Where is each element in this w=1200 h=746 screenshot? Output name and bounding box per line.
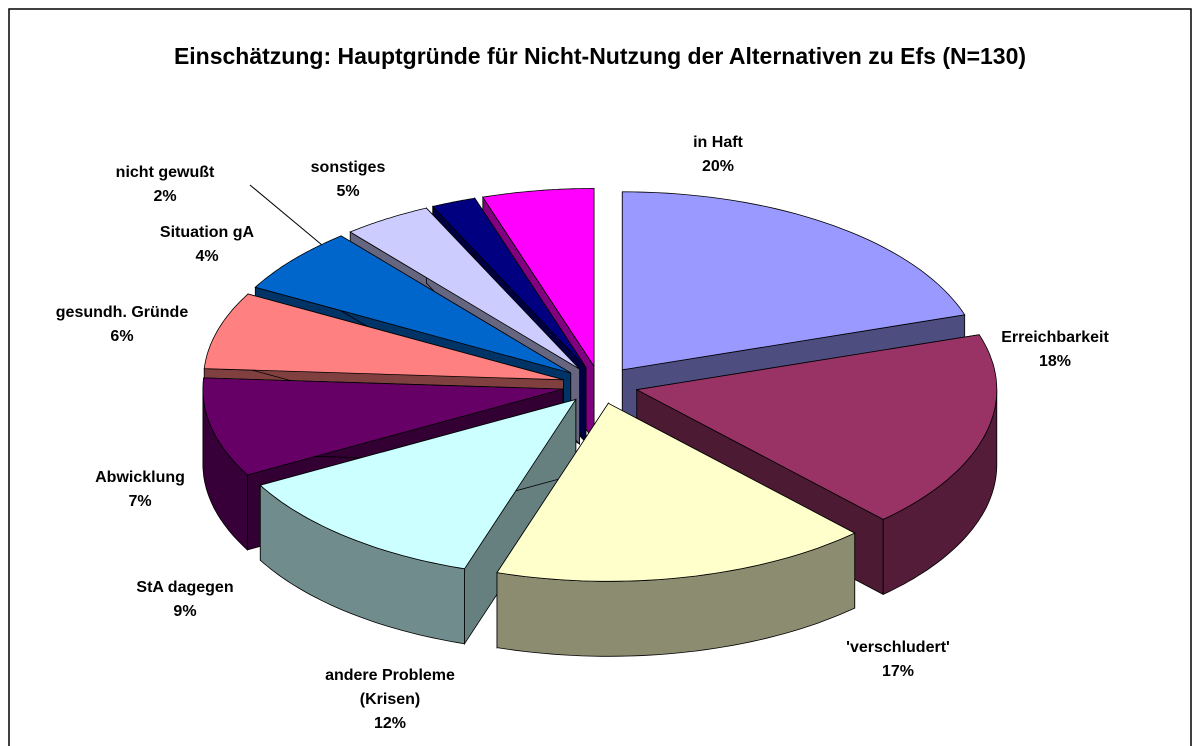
category-label: Situation gA xyxy=(159,224,255,241)
slice xyxy=(259,398,577,570)
value-label: 4% xyxy=(195,248,219,265)
value-label: 18% xyxy=(1038,353,1072,370)
category-label: andere Probleme (Krisen) xyxy=(325,667,455,708)
value-label: 6% xyxy=(110,328,134,345)
data-label: sonstiges 5% xyxy=(311,156,386,204)
chart-title: Einschätzung: Hauptgründe für Nicht-Nutz… xyxy=(173,43,1027,69)
value-label: 2% xyxy=(153,188,177,205)
slice xyxy=(635,334,998,520)
data-label: StA dagegen 9% xyxy=(136,576,233,624)
data-label: andere Probleme (Krisen) 12% xyxy=(303,664,478,736)
value-label: 20% xyxy=(701,158,735,175)
value-label: 17% xyxy=(881,663,915,680)
data-label: gesundh. Gründe 6% xyxy=(56,301,188,349)
slice xyxy=(482,188,595,368)
category-label: sonstiges xyxy=(310,159,386,176)
leader-line xyxy=(249,184,323,246)
category-label: in Haft xyxy=(693,134,743,151)
category-label: Erreichbarkeit xyxy=(1001,329,1109,346)
data-label: 'verschludert' 17% xyxy=(846,636,950,684)
value-label: 7% xyxy=(128,493,152,510)
value-label: 5% xyxy=(336,183,360,200)
category-label: gesundh. Gründe xyxy=(55,304,189,321)
slice xyxy=(202,377,564,476)
slice xyxy=(496,402,856,582)
data-label: in Haft 20% xyxy=(693,131,743,179)
data-label: Situation gA 4% xyxy=(160,221,254,269)
chart-border xyxy=(8,8,1192,746)
value-label: 9% xyxy=(173,603,197,620)
slice xyxy=(621,191,966,371)
category-label: Abwicklung xyxy=(95,469,185,486)
category-label: 'verschludert' xyxy=(846,639,950,656)
slice xyxy=(349,207,580,370)
data-label: nicht gewußt 2% xyxy=(116,161,215,209)
category-label: nicht gewußt xyxy=(115,164,215,181)
data-label: Erreichbarkeit 18% xyxy=(1001,326,1109,374)
slice xyxy=(203,293,564,381)
slice xyxy=(254,235,571,374)
value-label: 12% xyxy=(373,715,407,732)
slice xyxy=(431,197,587,368)
data-label: Abwicklung 7% xyxy=(95,466,185,514)
category-label: StA dagegen xyxy=(136,579,234,596)
